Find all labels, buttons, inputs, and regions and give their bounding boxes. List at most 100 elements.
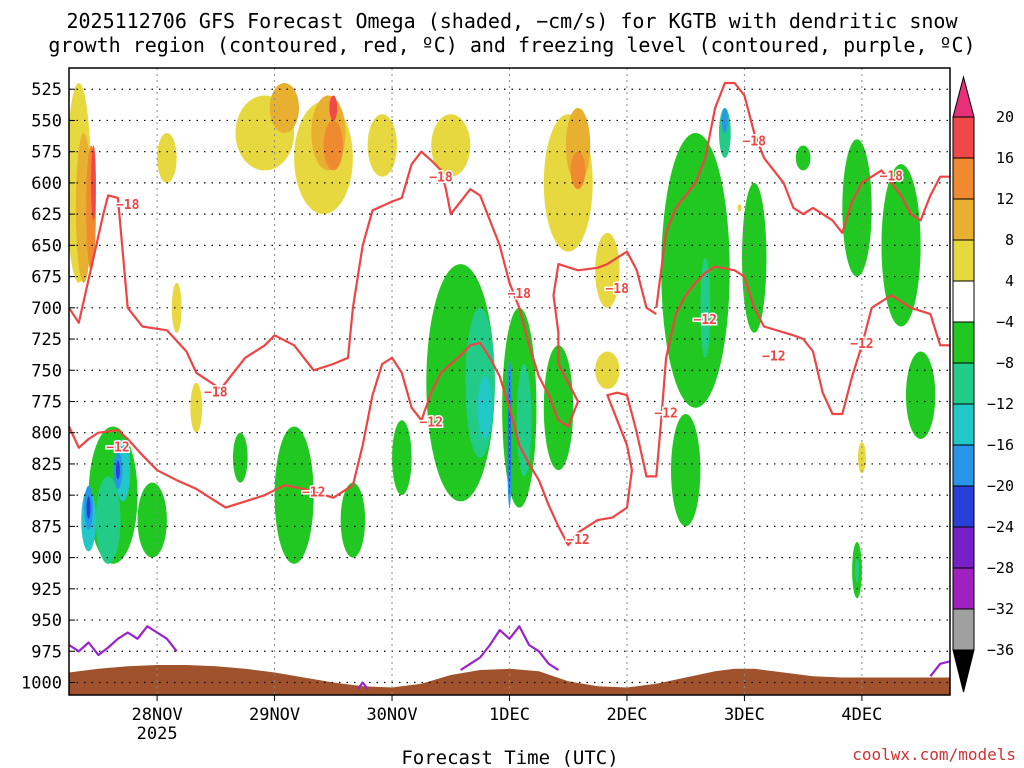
omega-blob [86,496,91,519]
colorbar-box [952,444,975,487]
colorbar-top-arrow [952,75,975,118]
y-tick-label: 975 [31,642,62,662]
contour-label: −12 [419,415,442,430]
colorbar-label: 8 [1005,231,1014,249]
colorbar-label: 4 [1005,272,1014,290]
contour-label: −18 [429,171,453,186]
omega-blob [671,413,701,527]
x-tick-label: 2DEC [606,705,647,725]
contour-label: −12 [762,349,785,364]
omega-blob [431,114,471,177]
colorbar-label: 16 [996,149,1014,167]
y-tick-label: 675 [31,268,62,288]
colorbar-label: −32 [987,600,1014,618]
x-tick-sublabel: 2025 [137,724,178,744]
colorbar-label: 20 [996,108,1014,126]
grid [69,68,950,695]
omega-blob [508,370,511,496]
dgz-contour-line [69,265,950,547]
y-tick-label: 700 [31,299,62,319]
chart-title-line-2: growth region (contoured, red, ºC) and f… [48,33,975,57]
colorbar-box [952,198,975,241]
x-tick-label: 4DEC [841,705,882,725]
omega-blob [323,120,344,171]
omega-blob [91,145,96,221]
freezing-contour-line [929,660,950,677]
omega-blob [881,164,921,327]
colorbar-label: −24 [987,518,1014,536]
omega-blob [392,420,412,496]
y-tick-label: 625 [31,205,62,225]
x-tick-label: 28NOV [132,705,183,725]
dgz-contour-line [69,150,657,428]
omega-blob [329,95,338,121]
colorbar-box [952,362,975,405]
omega-blob [137,482,167,558]
omega-blob [190,382,203,433]
colorbar-box [952,157,975,200]
colorbar: 20 16 12 8 4 −4 −8 −12 −16 −20 −24 −28 −32 −36 [952,75,1014,693]
omega-blob [171,282,182,333]
colorbar-box [952,567,975,610]
colorbar-box [952,116,975,159]
colorbar-box [952,485,975,528]
colorbar-label: −28 [987,559,1014,577]
x-axis-label: Forecast Time (UTC) [401,747,618,768]
omega-blob [795,145,811,171]
colorbar-bottom-arrow [952,649,975,693]
colorbar-label: 12 [996,190,1014,208]
plot-area [69,68,950,695]
chart-title-line-1: 2025112706 GFS Forecast Omega (shaded, −… [66,9,958,33]
contour-label: −12 [566,533,589,548]
omega-blob [232,432,248,483]
colorbar-box [952,239,975,282]
contour-label: −12 [106,440,129,455]
contour-labels: −18 −18 −18 −18 −18 −18 −18 −12 −12 −12 −12 −12 −12 −… [105,133,905,549]
contour-label: −18 [116,198,140,213]
contour-label: −12 [654,407,677,422]
credit-link[interactable]: coolwx.com/models [852,745,1016,764]
x-tick-label: 1DEC [489,705,530,725]
y-tick-label: 750 [31,361,62,381]
contour-label: −18 [880,169,904,184]
freezing-contour-line [356,681,369,690]
omega-blob [477,376,493,439]
y-tick-label: 800 [31,424,62,444]
x-tick-label: 30NOV [366,705,417,725]
omega-blob [157,132,177,183]
y-tick-label: 850 [31,486,62,506]
contour-label: −18 [742,134,766,149]
y-tick-label: 775 [31,392,62,412]
y-tick-label: 650 [31,236,62,256]
colorbar-box [952,526,975,569]
y-tick-label: 900 [31,549,62,569]
colorbar-label: −20 [987,477,1014,495]
omega-blob [857,442,866,474]
x-tick-label: 3DEC [724,705,765,725]
omega-blob [340,482,366,558]
y-tick-label: 725 [31,330,62,350]
y-tick-label: 525 [31,80,62,100]
dgz-contour-line [655,81,950,308]
contour-label: −18 [508,287,532,302]
y-tick-label: 875 [31,517,62,537]
y-tick-label: 550 [31,111,62,131]
freezing-contours [69,625,950,690]
y-axis: 525 550 575 600 625 650 675 700 725 750 775 800 825 8… [21,80,75,694]
omega-blob [661,132,730,408]
omega-blob [516,364,532,477]
colorbar-box [952,321,975,364]
contour-label: −12 [302,485,325,500]
freezing-contour-line [460,625,559,671]
contour-label: −18 [204,385,228,400]
colorbar-label: −16 [987,436,1014,454]
colorbar-label: −4 [996,313,1014,331]
contour-label: −12 [694,313,717,328]
omega-blob [367,114,397,177]
omega-blob [700,257,711,358]
y-tick-label: 925 [31,580,62,600]
contour-label: −18 [605,282,629,297]
y-tick-label: 575 [31,143,62,163]
omega-blob [721,107,728,133]
omega-blob [595,351,620,389]
